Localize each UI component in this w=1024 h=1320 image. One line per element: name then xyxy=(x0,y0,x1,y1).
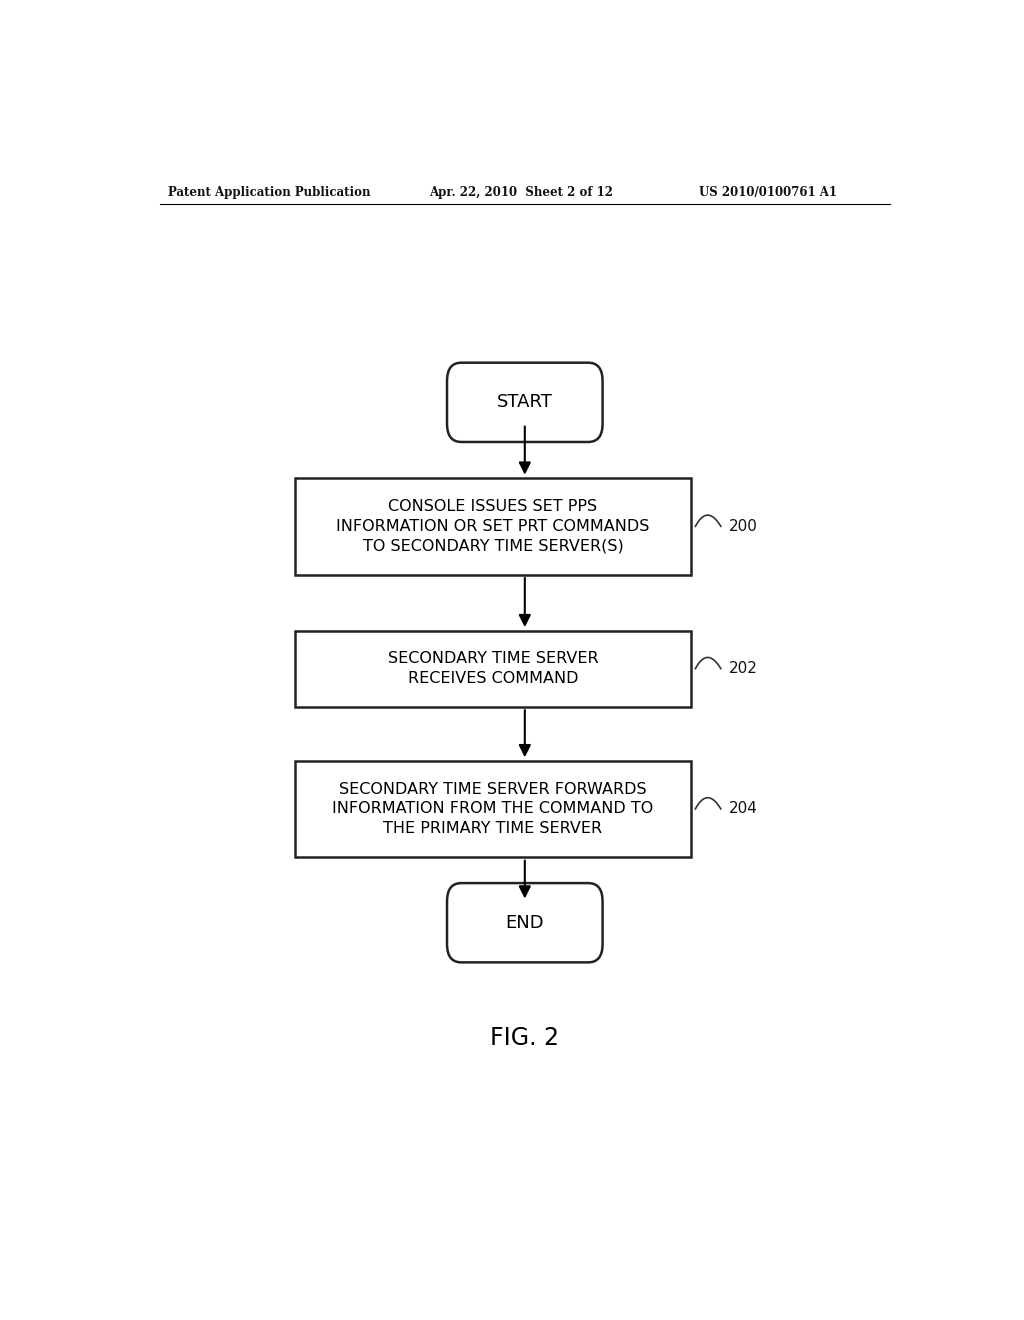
Text: SECONDARY TIME SERVER
RECEIVES COMMAND: SECONDARY TIME SERVER RECEIVES COMMAND xyxy=(388,651,598,686)
Text: START: START xyxy=(497,393,553,412)
Text: 200: 200 xyxy=(729,519,758,533)
Text: Apr. 22, 2010  Sheet 2 of 12: Apr. 22, 2010 Sheet 2 of 12 xyxy=(430,186,613,199)
Bar xyxy=(295,478,691,574)
Bar xyxy=(295,760,691,857)
Text: CONSOLE ISSUES SET PPS
INFORMATION OR SET PRT COMMANDS
TO SECONDARY TIME SERVER(: CONSOLE ISSUES SET PPS INFORMATION OR SE… xyxy=(336,499,650,553)
Text: FIG. 2: FIG. 2 xyxy=(490,1026,559,1049)
Text: END: END xyxy=(506,913,544,932)
FancyBboxPatch shape xyxy=(447,363,602,442)
Text: 202: 202 xyxy=(729,661,758,676)
Text: Patent Application Publication: Patent Application Publication xyxy=(168,186,371,199)
Text: US 2010/0100761 A1: US 2010/0100761 A1 xyxy=(699,186,838,199)
Bar xyxy=(295,631,691,706)
Text: SECONDARY TIME SERVER FORWARDS
INFORMATION FROM THE COMMAND TO
THE PRIMARY TIME : SECONDARY TIME SERVER FORWARDS INFORMATI… xyxy=(333,781,653,836)
Text: 204: 204 xyxy=(729,801,758,816)
FancyBboxPatch shape xyxy=(447,883,602,962)
